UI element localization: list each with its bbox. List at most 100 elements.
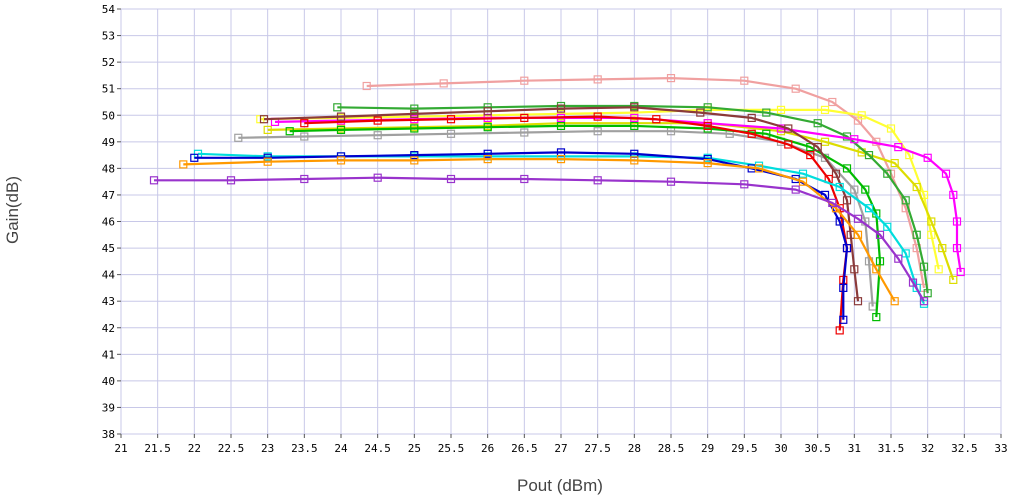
data-point-marker xyxy=(828,97,837,107)
data-point-marker xyxy=(912,230,921,239)
x-tick-label: 29.5 xyxy=(731,442,758,455)
data-point-marker xyxy=(556,121,566,131)
data-point-marker xyxy=(285,127,294,136)
data-point-marker xyxy=(839,283,848,292)
data-point-marker xyxy=(520,128,529,137)
data-point-marker xyxy=(300,174,309,184)
x-tick-label: 25.5 xyxy=(438,442,465,455)
series-line xyxy=(267,122,955,281)
data-point-marker xyxy=(938,244,947,253)
x-tick-label: 26.5 xyxy=(511,442,538,455)
data-point-marker xyxy=(762,108,771,117)
data-point-marker xyxy=(483,107,492,116)
data-point-marker xyxy=(784,124,793,133)
data-point-marker xyxy=(740,180,749,189)
data-point-marker xyxy=(747,113,756,123)
data-point-marker xyxy=(806,151,815,160)
data-point-marker xyxy=(835,217,844,226)
data-point-marker xyxy=(439,79,448,88)
data-point-marker xyxy=(927,217,936,226)
data-point-marker xyxy=(300,119,309,128)
series-line xyxy=(337,104,929,294)
x-tick-label: 32 xyxy=(921,442,934,455)
y-tick-label: 44 xyxy=(102,269,116,282)
data-point-marker xyxy=(263,125,272,135)
data-point-marker xyxy=(872,265,881,274)
y-tick-label: 50 xyxy=(102,109,115,122)
data-point-marker xyxy=(747,129,756,138)
x-tick-label: 21.5 xyxy=(144,442,171,455)
x-tick-label: 25 xyxy=(408,442,421,455)
x-tick-label: 24 xyxy=(334,442,348,455)
data-point-marker xyxy=(593,176,602,185)
data-point-marker xyxy=(831,169,841,178)
data-point-marker xyxy=(835,182,844,192)
series-line xyxy=(304,115,849,331)
x-tick-label: 22 xyxy=(188,442,201,455)
data-point-marker xyxy=(927,230,936,239)
series-line xyxy=(154,176,925,302)
data-point-marker xyxy=(410,104,419,113)
data-point-marker xyxy=(890,159,899,168)
data-point-marker xyxy=(842,164,852,173)
series-line xyxy=(238,130,874,307)
series-layer xyxy=(149,73,965,335)
data-point-marker xyxy=(703,121,712,131)
data-point-marker xyxy=(861,185,870,194)
data-point-marker xyxy=(520,174,529,184)
data-point-marker xyxy=(740,76,749,85)
data-point-marker xyxy=(190,153,199,162)
data-point-marker xyxy=(901,249,910,258)
data-point-marker xyxy=(835,326,844,335)
data-point-marker xyxy=(410,151,419,160)
grid-lines xyxy=(120,8,1002,435)
data-point-marker xyxy=(952,217,962,226)
data-point-marker xyxy=(853,297,863,306)
data-point-marker xyxy=(226,176,236,185)
data-point-marker xyxy=(259,115,269,124)
data-point-marker xyxy=(919,297,929,306)
y-tick-label: 41 xyxy=(102,348,115,361)
x-tick-label: 31 xyxy=(848,442,861,455)
y-tick-label: 48 xyxy=(102,162,115,175)
y-tick-label: 53 xyxy=(102,30,115,43)
data-point-marker xyxy=(791,185,800,194)
data-point-marker xyxy=(842,244,852,253)
data-point-marker xyxy=(410,109,419,119)
series-13 xyxy=(149,173,929,306)
data-point-marker xyxy=(593,112,602,121)
x-tick-label: 31.5 xyxy=(878,442,905,455)
data-point-marker xyxy=(894,143,903,152)
data-point-marker xyxy=(857,111,866,120)
data-point-marker xyxy=(149,176,159,185)
data-point-marker xyxy=(875,230,885,239)
data-point-marker xyxy=(630,121,639,131)
data-point-marker xyxy=(362,81,371,91)
data-point-marker xyxy=(883,222,892,231)
x-axis-title: Pout (dBm) xyxy=(517,476,603,495)
data-point-marker xyxy=(483,149,492,158)
data-point-marker xyxy=(234,133,243,142)
x-tick-label: 22.5 xyxy=(218,442,245,455)
data-point-marker xyxy=(798,169,808,178)
data-point-marker xyxy=(850,135,859,144)
series-4 xyxy=(333,101,932,298)
data-point-marker xyxy=(872,313,881,322)
data-point-marker xyxy=(890,297,899,306)
data-point-marker xyxy=(336,156,346,165)
data-point-marker xyxy=(923,153,932,162)
y-tick-label: 45 xyxy=(102,242,115,255)
data-point-marker xyxy=(630,103,639,112)
series-line xyxy=(260,108,940,270)
x-tick-label: 26 xyxy=(481,442,494,455)
data-point-marker xyxy=(336,125,346,135)
data-point-marker xyxy=(864,151,874,160)
data-point-marker xyxy=(776,105,786,115)
data-point-marker xyxy=(446,174,456,184)
x-tick-label: 30.5 xyxy=(804,442,831,455)
data-point-marker xyxy=(956,267,965,277)
data-point-marker xyxy=(373,116,382,125)
y-tick-label: 49 xyxy=(102,136,115,149)
y-tick-label: 46 xyxy=(102,216,115,229)
